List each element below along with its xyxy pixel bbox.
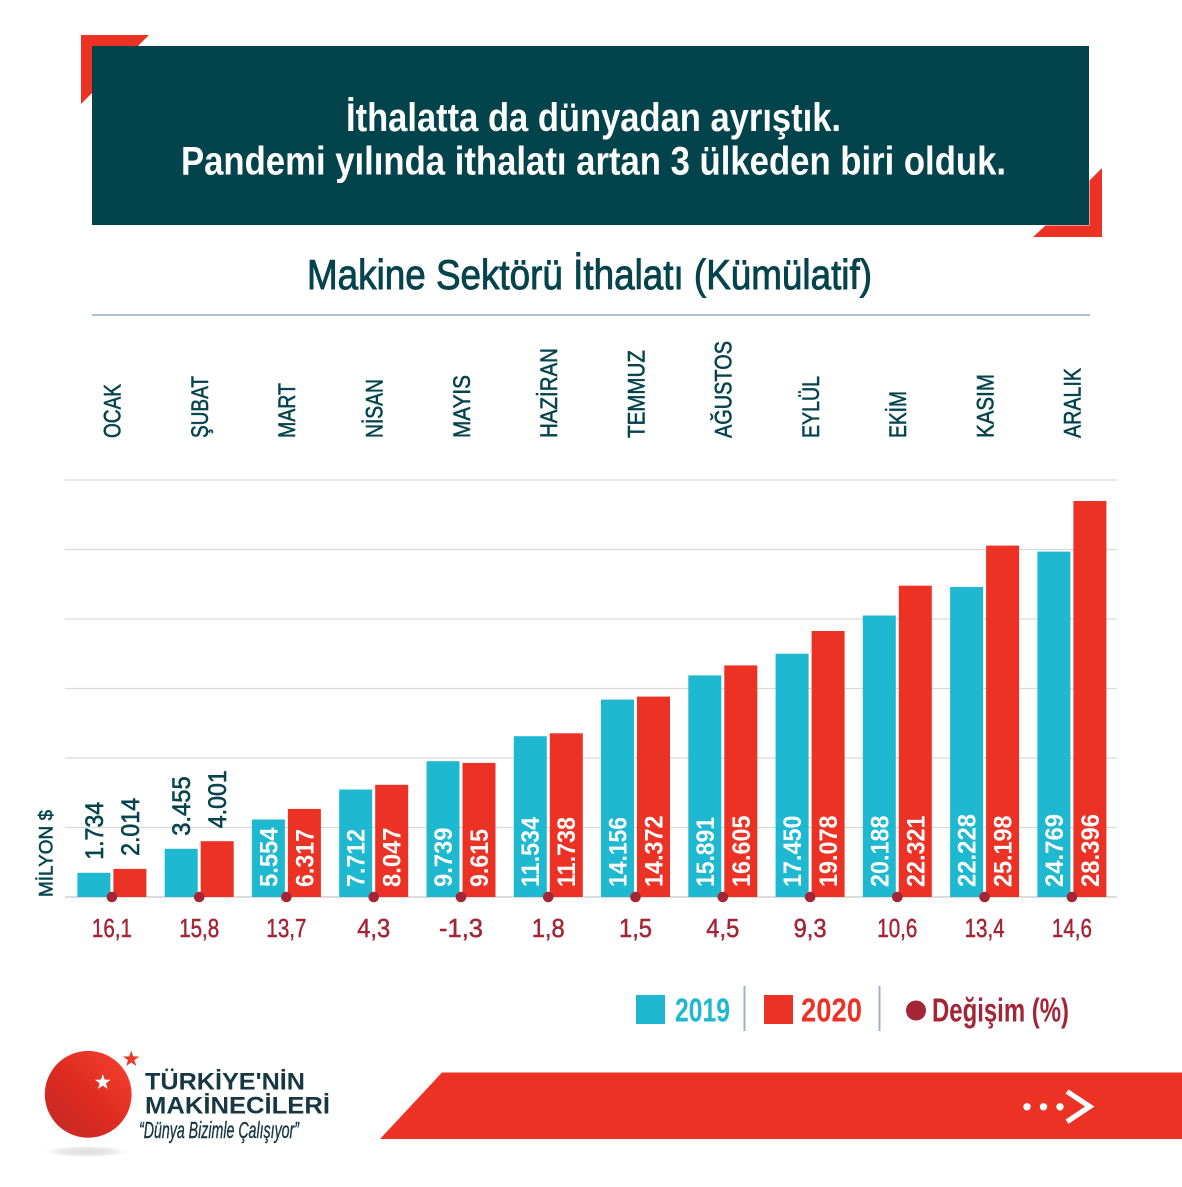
svg-text:TÜRKİYE'NİN: TÜRKİYE'NİN	[145, 1069, 305, 1096]
svg-text:4,5: 4,5	[706, 913, 739, 943]
svg-text:1,5: 1,5	[619, 913, 652, 943]
svg-text:11.738: 11.738	[553, 817, 581, 887]
svg-text:3.455: 3.455	[168, 776, 196, 836]
svg-text:8.047: 8.047	[379, 828, 407, 888]
svg-text:MART: MART	[274, 383, 301, 438]
svg-text:10,6: 10,6	[877, 913, 917, 943]
svg-text:17.450: 17.450	[779, 816, 807, 888]
svg-text:KASIM: KASIM	[972, 374, 999, 438]
svg-text:MİLYON $: MİLYON $	[37, 810, 58, 897]
svg-text:9,3: 9,3	[794, 913, 827, 943]
svg-text:4,3: 4,3	[357, 913, 390, 943]
svg-text:11.534: 11.534	[517, 817, 545, 887]
svg-text:EYLÜL: EYLÜL	[798, 376, 825, 438]
svg-text:22.321: 22.321	[902, 815, 930, 887]
svg-text:Makine Sektörü İthalatı (Kümül: Makine Sektörü İthalatı (Kümülatif)	[307, 251, 872, 298]
svg-text:TEMMUZ: TEMMUZ	[623, 350, 650, 438]
svg-text:AĞUSTOS: AĞUSTOS	[711, 341, 738, 438]
svg-text:Pandemi yılında ithalatı artan: Pandemi yılında ithalatı artan 3 ülkeden…	[181, 140, 1006, 184]
svg-text:MAYIS: MAYIS	[449, 375, 476, 438]
svg-text:MAKİNECİLERİ: MAKİNECİLERİ	[145, 1093, 330, 1120]
svg-text:13,7: 13,7	[266, 913, 306, 943]
svg-text:19.078: 19.078	[815, 815, 843, 887]
svg-text:HAZİRAN: HAZİRAN	[536, 348, 563, 438]
svg-text:4.001: 4.001	[204, 770, 232, 828]
svg-text:OCAK: OCAK	[100, 383, 127, 438]
svg-text:14.372: 14.372	[641, 816, 669, 888]
svg-text:13,4: 13,4	[965, 913, 1005, 943]
svg-text:6.317: 6.317	[291, 829, 319, 887]
svg-text:9.739: 9.739	[430, 828, 458, 888]
svg-text:5.554: 5.554	[255, 827, 283, 887]
svg-text:22.228: 22.228	[954, 814, 982, 887]
svg-text:20.188: 20.188	[866, 815, 894, 887]
svg-text:25.198: 25.198	[990, 815, 1018, 887]
svg-text:İthalatta da dünyadan ayrıştık: İthalatta da dünyadan ayrıştık.	[346, 96, 841, 140]
svg-text:-1,3: -1,3	[439, 913, 483, 943]
svg-text:ŞUBAT: ŞUBAT	[187, 376, 214, 438]
svg-text:2020: 2020	[801, 992, 862, 1029]
svg-text:15,8: 15,8	[179, 913, 219, 943]
svg-text:16,1: 16,1	[92, 913, 132, 943]
svg-text:2.014: 2.014	[117, 798, 145, 856]
svg-text:“Dünya Bizimle Çalışıyor”: “Dünya Bizimle Çalışıyor”	[139, 1117, 300, 1143]
svg-text:14,6: 14,6	[1052, 913, 1092, 943]
svg-text:EKİM: EKİM	[885, 391, 912, 438]
svg-text:1,8: 1,8	[532, 913, 565, 943]
svg-text:15.891: 15.891	[692, 817, 720, 887]
svg-text:28.396: 28.396	[1077, 814, 1105, 887]
svg-text:14.156: 14.156	[605, 817, 633, 887]
svg-text:Değişim (%): Değişim (%)	[932, 992, 1069, 1029]
svg-text:24.769: 24.769	[1041, 814, 1069, 887]
svg-text:16.605: 16.605	[728, 815, 756, 887]
svg-text:NİSAN: NİSAN	[362, 379, 389, 438]
svg-text:7.712: 7.712	[343, 829, 371, 887]
svg-text:1.734: 1.734	[81, 802, 109, 860]
svg-text:2019: 2019	[675, 992, 730, 1029]
svg-text:ARALIK: ARALIK	[1060, 367, 1087, 438]
svg-text:9.615: 9.615	[466, 829, 494, 887]
